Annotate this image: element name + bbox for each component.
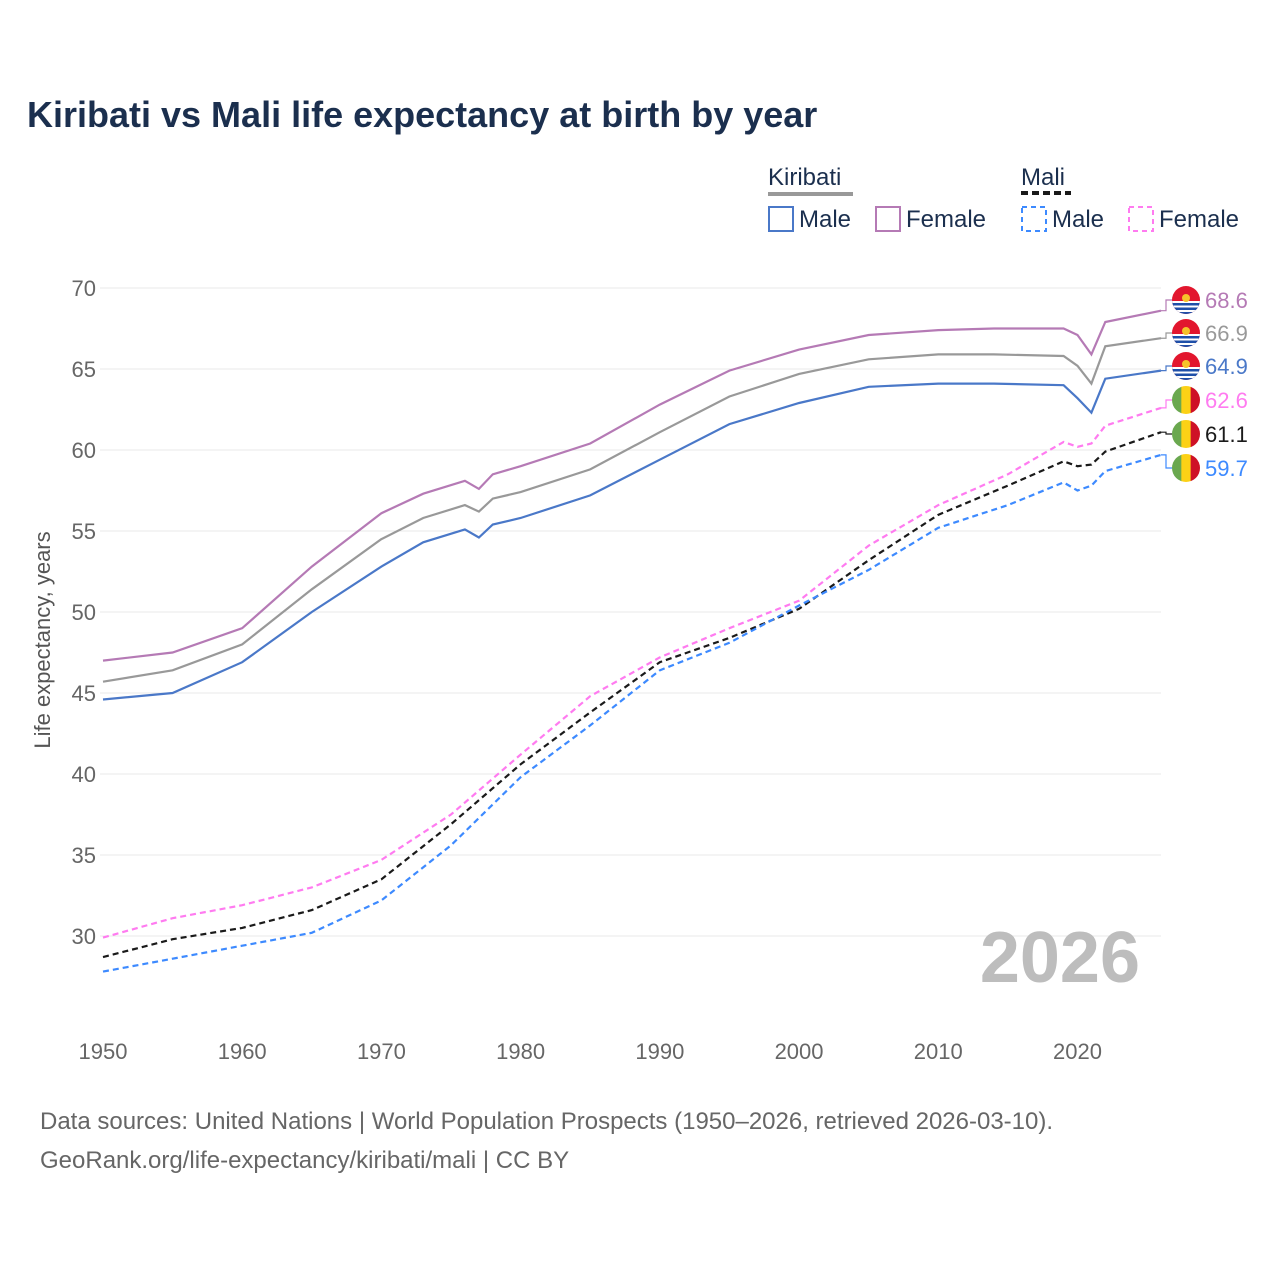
kiribati-flag-icon — [1172, 352, 1200, 380]
legend-mali-title[interactable]: Mali — [1021, 164, 1065, 191]
legend-mali-male-swatch[interactable] — [1021, 206, 1047, 232]
series-line-mali[interactable] — [102, 431, 1162, 959]
end-connector — [1161, 431, 1172, 435]
x-tick-label: 2000 — [775, 1039, 824, 1064]
end-connector — [1161, 332, 1172, 339]
axis-ticks: 30 35 40 45 50 55 60 65 70 1950 1960 1970 1980 1990 20… — [72, 276, 1102, 1064]
end-value-label: 64.9 — [1205, 354, 1248, 379]
y-tick-label: 30 — [72, 924, 96, 949]
series-line-kiribati-female[interactable] — [102, 309, 1162, 662]
legend-kiribati-male[interactable]: Male — [799, 206, 851, 233]
series-line-mali-female[interactable] — [102, 406, 1162, 939]
y-tick-label: 50 — [72, 600, 96, 625]
footer-sources: Data sources: United Nations | World Pop… — [40, 1108, 1054, 1135]
end-value-label: 66.9 — [1205, 321, 1248, 346]
mali-flag-icon — [1172, 420, 1200, 448]
legend-kiribati-male-swatch[interactable] — [768, 206, 794, 232]
legend-mali-male[interactable]: Male — [1052, 206, 1104, 233]
y-axis-label: Life expectancy, years — [30, 531, 55, 748]
y-tick-label: 70 — [72, 276, 96, 301]
end-connector — [1161, 365, 1172, 372]
x-tick-label: 1990 — [635, 1039, 684, 1064]
legend-kiribati-title[interactable]: Kiribati — [768, 164, 841, 191]
footer-link[interactable]: GeoRank.org/life-expectancy/kiribati/mal… — [40, 1147, 570, 1174]
kiribati-flag-icon — [1172, 286, 1200, 314]
x-tick-label: 1950 — [79, 1039, 128, 1064]
series-line-kiribati-male[interactable] — [102, 369, 1162, 701]
x-tick-label: 1970 — [357, 1039, 406, 1064]
x-tick-label: 2020 — [1053, 1039, 1102, 1064]
y-tick-label: 45 — [72, 681, 96, 706]
legend-mali-female[interactable]: Female — [1159, 206, 1239, 233]
legend-mali-female-swatch[interactable] — [1128, 206, 1154, 232]
legend: Kiribati Male Female Mali Male Female — [768, 164, 1239, 233]
y-tick-label: 40 — [72, 762, 96, 787]
gridlines — [100, 287, 1161, 937]
end-value-label: 68.6 — [1205, 288, 1248, 313]
end-labels: 68.6 66.9 64.9 62.6 61.1 59.7 — [1161, 286, 1248, 482]
series-line-kiribati[interactable] — [102, 337, 1162, 683]
end-connector — [1161, 299, 1172, 312]
kiribati-flag-icon — [1172, 319, 1200, 347]
y-tick-label: 55 — [72, 519, 96, 544]
x-tick-label: 1960 — [218, 1039, 267, 1064]
end-value-label: 61.1 — [1205, 422, 1248, 447]
mali-flag-icon — [1172, 454, 1200, 482]
end-value-label: 59.7 — [1205, 456, 1248, 481]
x-tick-label: 1980 — [496, 1039, 545, 1064]
series-lines — [102, 309, 1162, 973]
legend-kiribati-female[interactable]: Female — [906, 206, 986, 233]
chart-title: Kiribati vs Mali life expectancy at birt… — [27, 94, 818, 135]
series-line-mali-male[interactable] — [102, 453, 1162, 973]
year-watermark: 2026 — [980, 918, 1140, 998]
legend-kiribati-female-swatch[interactable] — [875, 206, 901, 232]
mali-flag-icon — [1172, 386, 1200, 414]
x-tick-label: 2010 — [914, 1039, 963, 1064]
y-tick-label: 35 — [72, 843, 96, 868]
end-connector — [1161, 454, 1172, 469]
y-tick-label: 65 — [72, 357, 96, 382]
end-connector — [1161, 399, 1172, 409]
y-tick-label: 60 — [72, 438, 96, 463]
end-value-label: 62.6 — [1205, 388, 1248, 413]
